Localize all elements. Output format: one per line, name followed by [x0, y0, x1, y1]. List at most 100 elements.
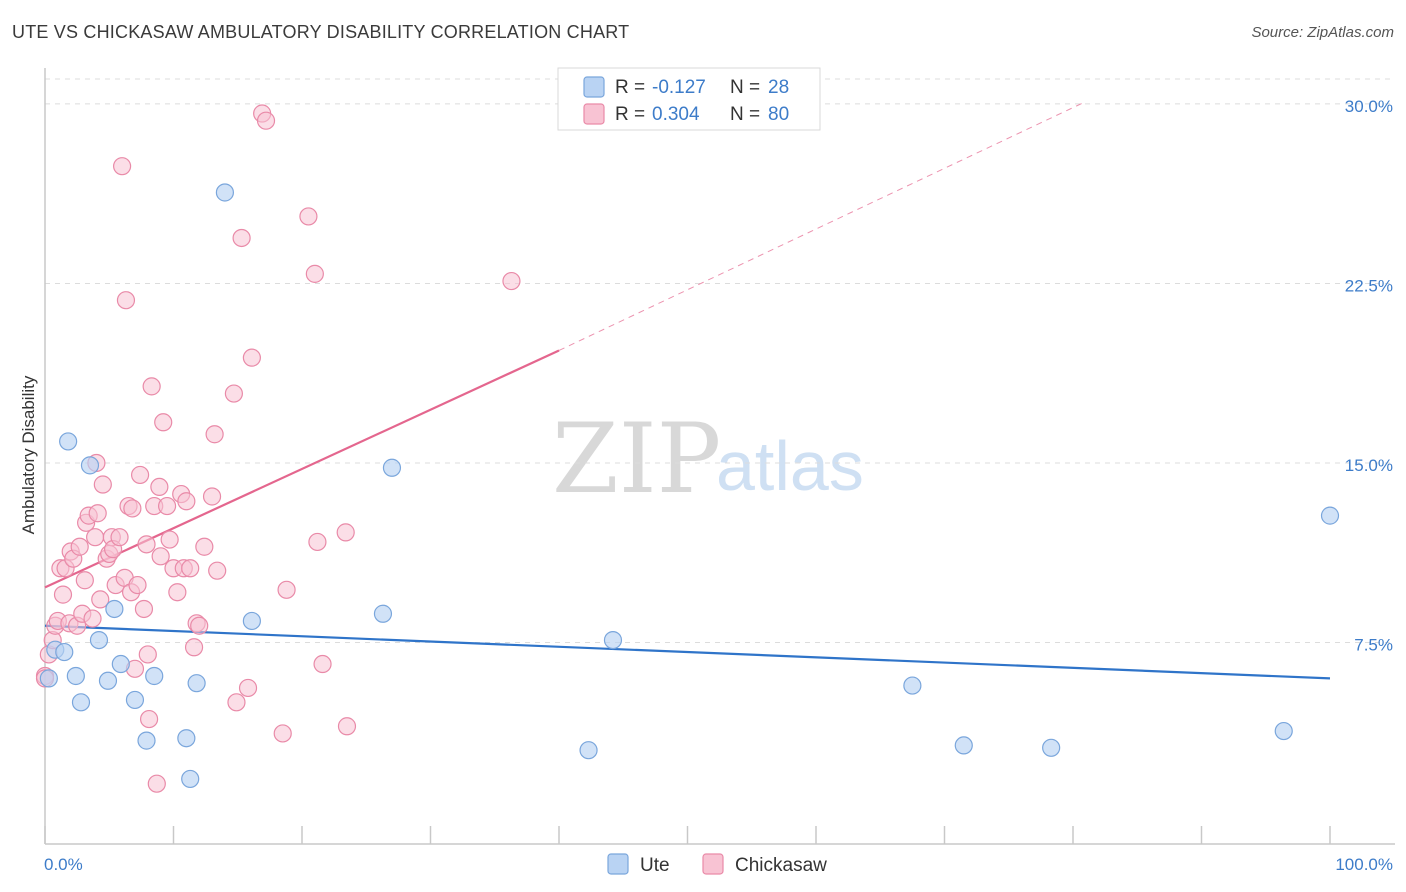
y-tick-label: 22.5% [1345, 276, 1393, 295]
point-chickasaw [123, 499, 142, 518]
point-ute [55, 642, 74, 662]
point-chickasaw [308, 532, 327, 552]
watermark-zip: ZIP [552, 403, 721, 515]
point-chickasaw [184, 638, 204, 657]
point-chickasaw [138, 645, 157, 664]
point-chickasaw [128, 575, 147, 595]
point-ute [137, 731, 156, 750]
legend-n-label-ute: N = [730, 77, 760, 98]
point-chickasaw [208, 561, 227, 580]
point-chickasaw [112, 157, 132, 176]
point-chickasaw [313, 654, 332, 674]
legend-box: R = -0.127 N = 28 R = 0.304 N = 80 [557, 67, 821, 131]
watermark-atlas: atlas [716, 427, 864, 505]
trend-line-chickasaw-extension [558, 101, 1087, 351]
point-ute [1320, 506, 1340, 525]
legend-n-value-chickasaw: 80 [768, 104, 789, 125]
point-chickasaw [110, 528, 129, 547]
trend-line-ute [44, 624, 1331, 680]
point-chickasaw [88, 504, 107, 523]
trend-lines [44, 101, 1331, 680]
legend-swatch-chickasaw [583, 103, 605, 125]
point-ute [242, 611, 261, 631]
point-chickasaw [151, 547, 170, 566]
point-chickasaw [75, 571, 94, 590]
point-chickasaw [195, 537, 214, 556]
point-chickasaw [93, 475, 112, 494]
point-ute [373, 604, 393, 623]
point-ute [39, 669, 58, 688]
trend-line-chickasaw [44, 349, 560, 589]
point-chickasaw [160, 530, 179, 549]
legend-n-value-ute: 28 [768, 77, 789, 98]
point-chickasaw [202, 487, 222, 506]
data-points [35, 104, 1340, 793]
point-chickasaw [116, 291, 136, 310]
point-ute [66, 666, 85, 686]
source-credit: Source: ZipAtlas.com [1251, 24, 1394, 41]
chart-title: UTE VS CHICKASAW AMBULATORY DISABILITY C… [12, 22, 630, 42]
point-ute [177, 729, 196, 748]
point-ute [903, 676, 922, 695]
point-chickasaw [70, 537, 89, 556]
point-chickasaw [83, 609, 102, 628]
point-ute [71, 693, 91, 712]
bottom-legend-swatch-ute [607, 853, 629, 875]
point-chickasaw [86, 528, 105, 547]
y-tick-label: 7.5% [1354, 635, 1393, 654]
point-ute [954, 736, 973, 755]
point-ute [215, 183, 234, 202]
point-chickasaw [137, 535, 156, 554]
point-ute [181, 769, 200, 789]
point-ute [1274, 721, 1293, 741]
point-chickasaw [130, 465, 150, 485]
legend-r-value-ute: -0.127 [652, 77, 706, 98]
y-tick-labels: 7.5% 15.0% 22.5% 30.0% [1345, 97, 1393, 655]
point-ute [145, 666, 164, 686]
point-chickasaw [299, 207, 318, 226]
point-chickasaw [224, 384, 243, 403]
point-chickasaw [336, 523, 355, 542]
point-ute [89, 630, 109, 650]
point-chickasaw [238, 678, 258, 698]
point-chickasaw [181, 559, 200, 578]
x-tick-label: 0.0% [44, 855, 83, 874]
legend-r-label-ute: R = [615, 77, 645, 98]
point-chickasaw [168, 583, 187, 602]
point-chickasaw [256, 111, 276, 130]
point-chickasaw [273, 724, 292, 743]
point-ute [125, 690, 145, 710]
point-chickasaw [502, 271, 521, 291]
legend-n-label-chickasaw: N = [730, 104, 760, 125]
point-ute [579, 741, 598, 760]
point-chickasaw [232, 228, 251, 248]
point-chickasaw [177, 492, 196, 511]
bottom-legend-swatch-chickasaw [702, 853, 724, 875]
point-chickasaw [190, 616, 209, 635]
bottom-legend-label-chickasaw: Chickasaw [735, 855, 827, 876]
point-chickasaw [154, 413, 173, 432]
point-ute [1042, 738, 1061, 757]
point-chickasaw [227, 693, 246, 712]
point-chickasaw [91, 590, 110, 609]
bottom-legend-label-ute: Ute [640, 855, 670, 876]
legend-r-label-chickasaw: R = [615, 104, 645, 125]
point-chickasaw [205, 425, 224, 444]
point-ute [111, 654, 130, 674]
point-chickasaw [139, 709, 159, 729]
point-chickasaw [150, 477, 169, 497]
point-chickasaw [134, 599, 154, 619]
x-tick-label: 100.0% [1335, 855, 1393, 874]
point-ute [80, 456, 100, 475]
legend-swatch-ute [583, 76, 605, 98]
point-chickasaw [305, 264, 324, 283]
y-tick-label: 15.0% [1345, 456, 1393, 475]
point-ute [603, 630, 623, 650]
y-tick-label: 30.0% [1345, 97, 1393, 116]
point-ute [59, 432, 78, 451]
point-chickasaw [142, 377, 161, 396]
point-ute [187, 674, 206, 693]
point-ute [382, 458, 402, 477]
point-chickasaw [157, 496, 177, 516]
